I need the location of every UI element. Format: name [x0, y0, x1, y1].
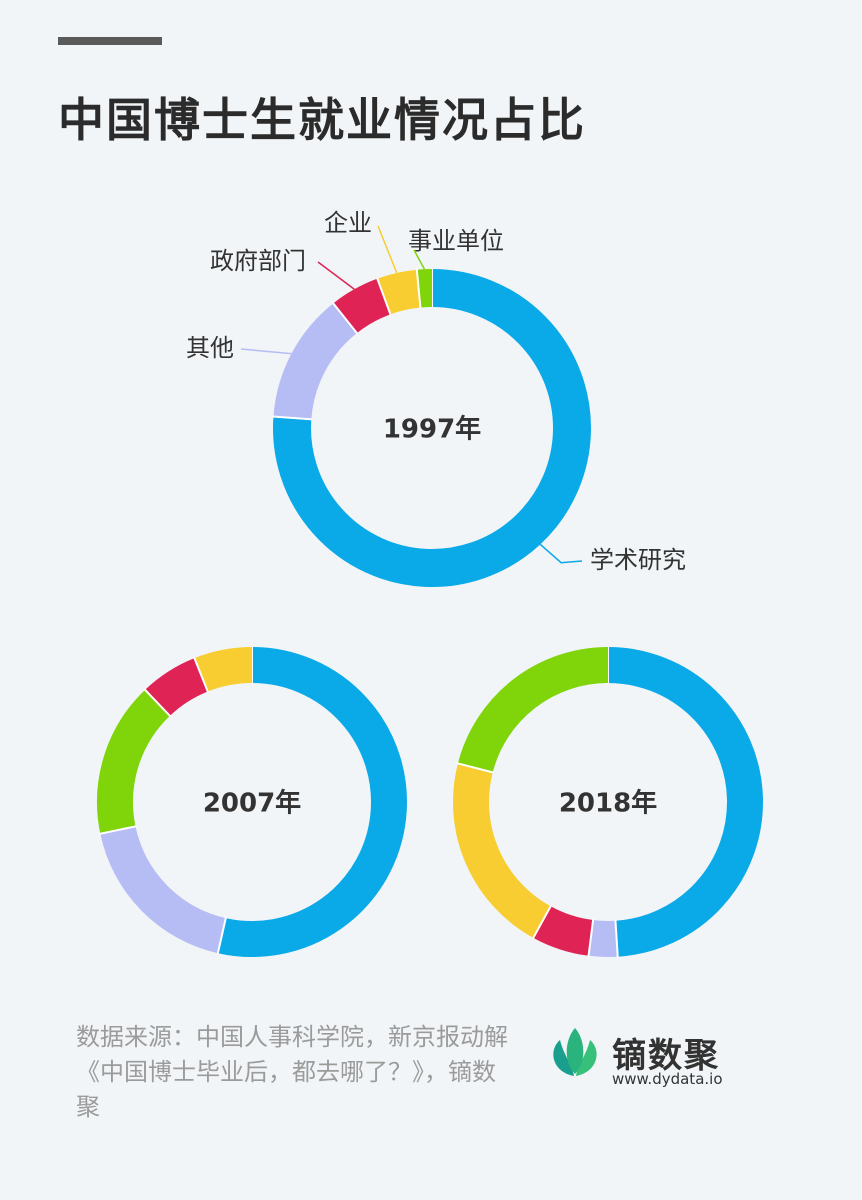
leaf-icon: [553, 1028, 597, 1076]
slice-2-企业: [194, 647, 253, 692]
slice-2-事业单位: [97, 689, 171, 834]
top-accent-bar: [58, 37, 162, 45]
slice-separator-2-2: [99, 825, 137, 835]
slice-separator-1-4: [415, 268, 422, 309]
page-title: 中国博士生就业情况占比: [58, 93, 586, 147]
slice-3-政府部门: [533, 906, 594, 956]
legend-label-政府部门: 政府部门: [210, 247, 306, 275]
leader-line-企业: [377, 225, 398, 274]
slice-1-政府部门: [333, 278, 391, 334]
leader-line-事业单位: [413, 249, 426, 270]
slice-1-其他: [273, 303, 358, 420]
slice-separator-3-4: [456, 762, 494, 774]
logo-url: www.dydata.io: [612, 1070, 723, 1088]
slice-separator-2-3: [143, 688, 172, 718]
source-note: 数据来源：中国人事科学院，新京报动解《中国博士毕业后，都去哪了？》，镝数聚: [76, 1023, 508, 1121]
legend-label-学术研究: 学术研究: [590, 546, 686, 574]
slice-separator-3-1: [614, 919, 619, 958]
slice-1-学术研究: [273, 269, 591, 587]
brand-logo: 镝数聚 www.dydata.io: [548, 1024, 748, 1090]
slice-2-政府部门: [145, 658, 209, 717]
slice-1-企业: [377, 269, 422, 315]
slice-3-事业单位: [457, 647, 609, 773]
slice-separator-2-4: [193, 656, 210, 693]
slice-separator-3-2: [587, 918, 595, 957]
slice-1-事业单位: [416, 269, 433, 308]
leader-line-学术研究: [539, 543, 583, 564]
slice-3-其他: [588, 920, 618, 957]
slice-2-学术研究: [217, 647, 407, 957]
legend-label-事业单位: 事业单位: [408, 227, 504, 255]
slice-separator-1-2: [331, 301, 359, 335]
logo-name: 镝数聚: [612, 1036, 720, 1076]
slice-separator-2-1: [216, 916, 227, 955]
chart-title-1: 1997年: [383, 414, 481, 445]
legend-label-其他: 其他: [186, 334, 234, 362]
slice-separator-1-1: [272, 415, 313, 421]
slice-separator-3-3: [531, 904, 553, 940]
leader-line-其他: [240, 348, 292, 355]
slice-separator-1-3: [376, 277, 392, 316]
slice-3-企业: [453, 763, 552, 938]
chart-title-2: 2007年: [203, 788, 301, 819]
leader-line-政府部门: [317, 261, 355, 290]
slice-3-学术研究: [607, 647, 763, 957]
chart-title-3: 2018年: [559, 788, 657, 819]
legend-label-企业: 企业: [324, 209, 372, 237]
slice-2-其他: [100, 825, 227, 954]
